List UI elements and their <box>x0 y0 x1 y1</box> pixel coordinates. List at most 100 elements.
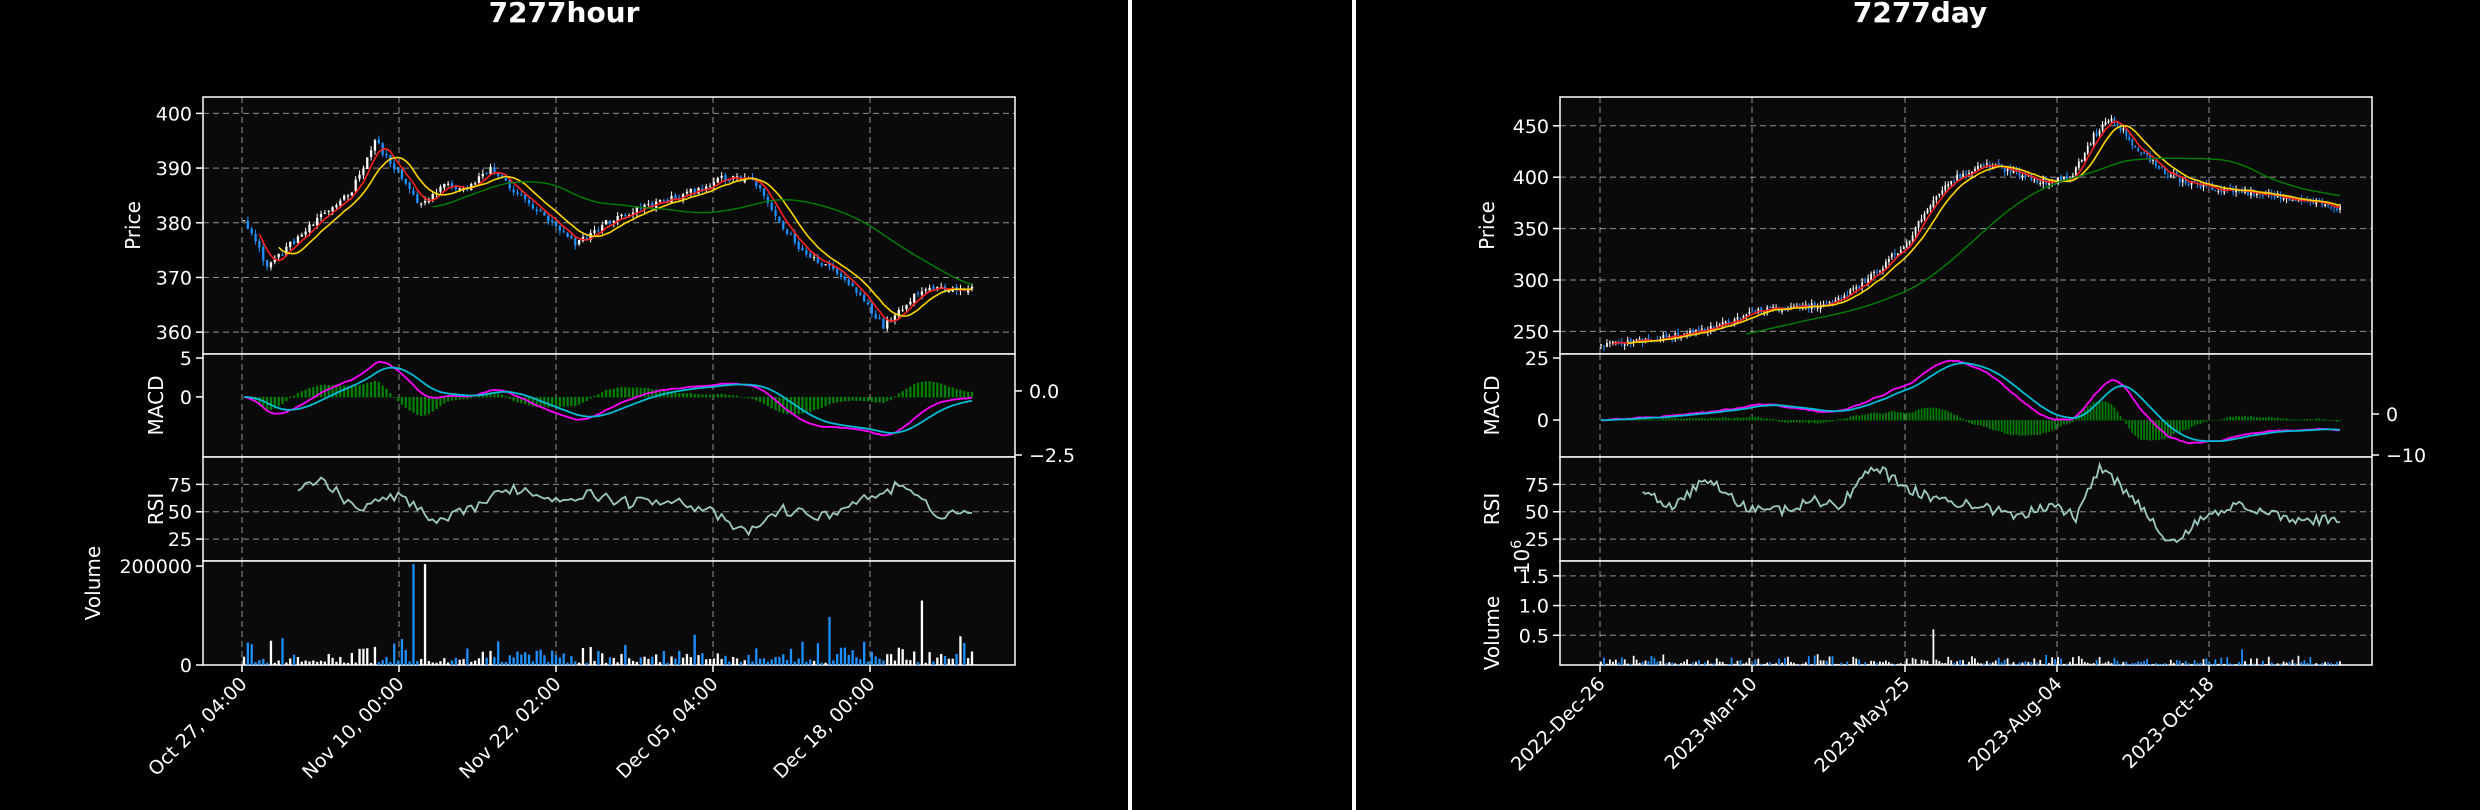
candle-body <box>1977 165 1979 170</box>
volume-bar <box>2060 658 2062 665</box>
macd-hist-bar <box>396 396 400 402</box>
candle-body <box>404 178 407 184</box>
volume-bar <box>728 661 731 665</box>
volume-bar <box>2238 661 2240 665</box>
volume-bar <box>316 661 319 665</box>
macd-hist-bar <box>1852 415 1855 421</box>
candle-body <box>2083 153 2086 161</box>
volume-bar <box>785 660 789 665</box>
candle-body <box>1893 252 1896 255</box>
volume-bar <box>2086 662 2089 665</box>
macd-hist-bar <box>1985 420 1988 428</box>
x-tick-label: Oct 27, 04:00 <box>144 673 251 780</box>
candle-body <box>1825 303 1828 305</box>
macd-hist-bar <box>1727 417 1730 421</box>
volume-bar <box>1867 663 1869 665</box>
macd-hist-bar <box>701 394 704 398</box>
macd-hist-bar <box>674 392 677 398</box>
candle-body <box>2339 206 2341 210</box>
candle-body <box>1899 249 1902 254</box>
rsi-tick-label: 50 <box>1525 502 1549 524</box>
volume-bar <box>404 650 407 665</box>
macd-hist-bar <box>1849 416 1852 421</box>
candle-body <box>2282 197 2285 200</box>
candle-body <box>801 247 804 251</box>
candle-body <box>1902 247 1905 249</box>
macd-hist-bar <box>1807 420 1810 424</box>
macd-right-tick-label: 0 <box>2386 404 2398 426</box>
macd-hist-bar <box>801 396 804 414</box>
macd-hist-bar <box>1790 420 1792 423</box>
candle-body <box>366 157 369 169</box>
macd-hist-bar <box>1980 420 1982 426</box>
macd-hist-bar <box>597 394 600 398</box>
candle-body <box>639 207 642 209</box>
volume-bar <box>2306 662 2309 665</box>
macd-hist-bar <box>2128 420 2131 429</box>
volume-bar <box>1852 656 1855 665</box>
volume-bar <box>2039 660 2042 665</box>
macd-hist-bar <box>312 387 315 398</box>
volume-bar <box>454 657 458 665</box>
volume-bar <box>1689 663 1691 665</box>
macd-hist-bar <box>1896 412 1899 421</box>
volume-bar <box>797 658 800 665</box>
candle-body <box>832 265 835 270</box>
volume-bar <box>2211 664 2214 665</box>
volume-bar <box>755 648 758 665</box>
volume-bar <box>1905 658 1908 665</box>
candle-body <box>2235 189 2238 193</box>
volume-bar <box>1822 660 1825 665</box>
volume-bar <box>1715 658 1718 665</box>
macd-hist-bar <box>1941 409 1944 421</box>
candle-body <box>847 279 850 285</box>
macd-hist-bar <box>2116 411 2119 421</box>
candle-body <box>350 192 354 196</box>
macd-hist-bar <box>2092 402 2095 421</box>
volume-bar <box>1896 663 1899 665</box>
candle-body <box>1938 193 1941 196</box>
volume-bar <box>608 657 612 665</box>
macd-hist-bar <box>2012 420 2015 435</box>
candle-body <box>1890 253 1893 258</box>
macd-hist-bar <box>1885 412 1887 421</box>
candle-body <box>2104 121 2107 126</box>
volume-bar <box>574 661 577 665</box>
macd-hist-bar <box>1683 418 1685 421</box>
volume-bar <box>1985 661 1988 665</box>
candle-body <box>2060 177 2062 181</box>
volume-bar <box>1781 662 1783 665</box>
macd-hist-bar <box>1923 407 1926 421</box>
volume-bar <box>2291 659 2294 665</box>
macd-hist-bar <box>304 389 307 398</box>
chart-panel-hour: 7277hour Oct 27, 04:00 Nov 10, 00:00 Nov 22… <box>0 0 1132 810</box>
macd-line <box>243 360 973 437</box>
macd-hist-bar <box>2306 418 2309 421</box>
volume-bar <box>1825 660 1828 665</box>
candle-body <box>550 220 554 222</box>
volume-bar <box>1623 659 1626 665</box>
macd-hist-bar <box>862 396 866 402</box>
volume-bar <box>1778 658 1780 665</box>
volume-bar <box>2164 663 2166 665</box>
volume-bar <box>2241 649 2243 665</box>
volume-bar <box>2152 664 2154 665</box>
candle-body <box>242 220 246 222</box>
candle-body <box>1843 295 1846 300</box>
volume-bar <box>897 647 900 665</box>
volume-bar <box>955 654 958 665</box>
macd-hist-bar <box>882 396 885 404</box>
macd-hist-bar <box>1739 417 1742 421</box>
candle-body <box>1617 343 1620 345</box>
candle-body <box>712 182 716 186</box>
candle-body <box>254 233 257 242</box>
volume-bar <box>959 636 962 665</box>
macd-hist-bar <box>2181 420 2184 431</box>
macd-hist-bar <box>2217 419 2220 421</box>
volume-bar <box>1908 663 1911 665</box>
macd-hist-bar <box>1876 412 1878 421</box>
macd-hist-bar <box>2291 419 2294 421</box>
macd-hist-bar <box>2146 420 2148 440</box>
candle-body <box>316 217 319 226</box>
macd-hist-bar <box>1718 417 1721 421</box>
